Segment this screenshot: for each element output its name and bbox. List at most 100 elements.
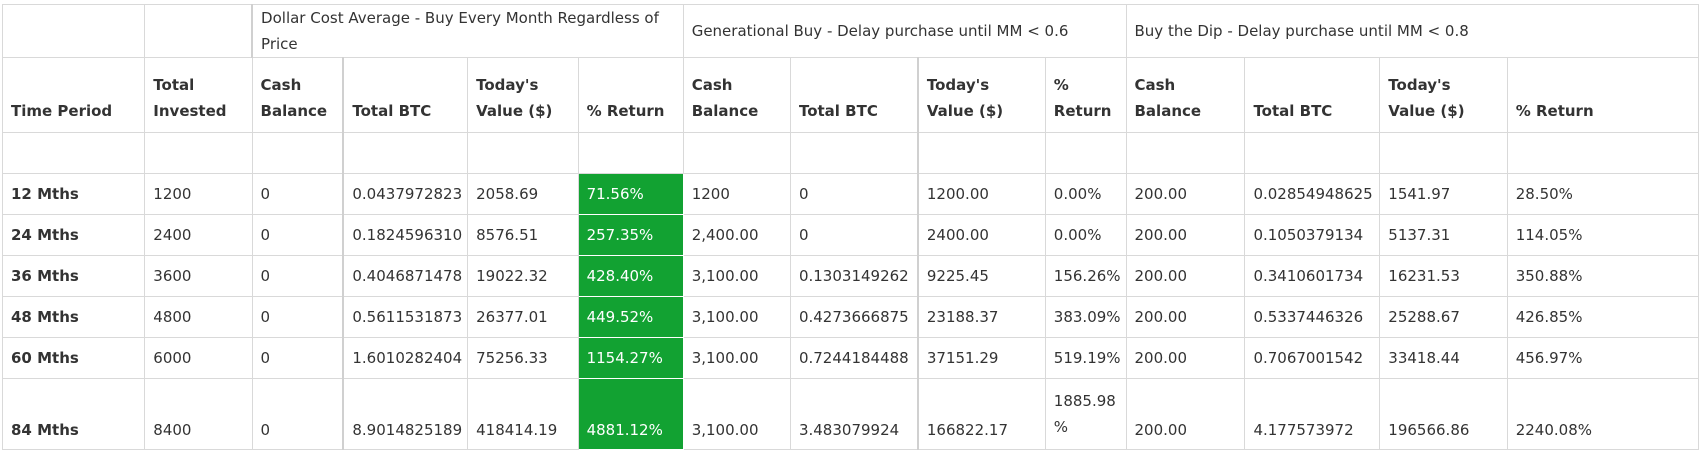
gen-todays-value-cell: 166822.17 bbox=[916, 378, 1046, 450]
total-invested-cell: 2400 bbox=[144, 214, 253, 256]
dca-total-btc-cell: 0.4046871478 bbox=[342, 255, 469, 297]
time-period-cell: 60 Mths bbox=[1, 337, 146, 379]
time-period-cell: 12 Mths bbox=[1, 173, 146, 215]
col-header-dca-total-btc: Total BTC bbox=[342, 57, 469, 133]
group-header-empty-1 bbox=[1, 4, 146, 58]
dip-todays-value-cell: 16231.53 bbox=[1379, 255, 1508, 297]
dip-total-btc-cell: 0.5337446326 bbox=[1244, 296, 1381, 338]
dca-todays-value-cell: 26377.01 bbox=[467, 296, 579, 338]
time-period-cell: 84 Mths bbox=[1, 378, 146, 450]
dca-return-cell: 71.56% bbox=[577, 173, 684, 215]
group-header-row: Dollar Cost Average - Buy Every Month Re… bbox=[1, 4, 1699, 58]
dca-total-btc-cell: 0.5611531873 bbox=[342, 296, 469, 338]
gen-cash-balance-cell: 3,100.00 bbox=[682, 337, 791, 379]
col-header-dip-return: % Return bbox=[1506, 57, 1700, 133]
gen-total-btc-cell: 0.1303149262 bbox=[789, 255, 919, 297]
dip-return-cell: 426.85% bbox=[1506, 296, 1700, 338]
total-invested-cell: 8400 bbox=[144, 378, 253, 450]
gen-todays-value-cell: 9225.45 bbox=[916, 255, 1046, 297]
gen-cash-balance-cell: 2,400.00 bbox=[682, 214, 791, 256]
gen-return-cell: 0.00% bbox=[1044, 214, 1127, 256]
gen-todays-value-cell: 23188.37 bbox=[916, 296, 1046, 338]
dip-cash-balance-cell: 200.00 bbox=[1125, 255, 1246, 297]
col-header-gen-return: % Return bbox=[1044, 57, 1127, 133]
col-header-dca-cash-balance: Cash Balance bbox=[251, 57, 344, 133]
group-header-dca: Dollar Cost Average - Buy Every Month Re… bbox=[251, 4, 684, 58]
dip-todays-value-cell: 33418.44 bbox=[1379, 337, 1508, 379]
dip-total-btc-cell: 0.3410601734 bbox=[1244, 255, 1381, 297]
dca-return-cell: 1154.27% bbox=[577, 337, 684, 379]
dip-todays-value-cell: 25288.67 bbox=[1379, 296, 1508, 338]
col-header-dca-return: % Return bbox=[577, 57, 684, 133]
dca-todays-value-cell: 418414.19 bbox=[467, 378, 579, 450]
dca-cash-balance-cell: 0 bbox=[251, 337, 344, 379]
dca-cash-balance-cell: 0 bbox=[251, 214, 344, 256]
table-row: 12 Mths 1200 0 0.0437972823 2058.69 71.5… bbox=[1, 173, 1700, 215]
gen-return-cell: 0.00% bbox=[1044, 173, 1127, 215]
col-header-gen-total-btc: Total BTC bbox=[789, 57, 919, 133]
gen-cash-balance-cell: 3,100.00 bbox=[682, 255, 791, 297]
dca-todays-value-cell: 8576.51 bbox=[467, 214, 579, 256]
table-row: 24 Mths 2400 0 0.1824596310 8576.51 257.… bbox=[1, 214, 1700, 256]
col-header-dip-cash-balance: Cash Balance bbox=[1125, 57, 1246, 133]
gen-return-cell: 519.19% bbox=[1044, 337, 1127, 379]
dip-cash-balance-cell: 200.00 bbox=[1125, 378, 1246, 450]
dca-todays-value-cell: 75256.33 bbox=[467, 337, 579, 379]
dip-cash-balance-cell: 200.00 bbox=[1125, 214, 1246, 256]
dip-total-btc-cell: 4.177573972 bbox=[1244, 378, 1381, 450]
time-period-cell: 36 Mths bbox=[1, 255, 146, 297]
dca-return-cell: 449.52% bbox=[577, 296, 684, 338]
col-header-gen-cash-balance: Cash Balance bbox=[682, 57, 791, 133]
gen-total-btc-cell: 3.483079924 bbox=[789, 378, 919, 450]
gen-todays-value-cell: 37151.29 bbox=[916, 337, 1046, 379]
total-invested-cell: 6000 bbox=[144, 337, 253, 379]
time-period-cell: 48 Mths bbox=[1, 296, 146, 338]
dip-return-cell: 350.88% bbox=[1506, 255, 1700, 297]
gen-return-cell: 383.09% bbox=[1044, 296, 1127, 338]
table-row: 48 Mths 4800 0 0.5611531873 26377.01 449… bbox=[1, 296, 1700, 338]
dip-total-btc-cell: 0.02854948625 bbox=[1244, 173, 1381, 215]
group-header-buy-the-dip: Buy the Dip - Delay purchase until MM < … bbox=[1125, 4, 1699, 58]
dca-cash-balance-cell: 0 bbox=[251, 296, 344, 338]
dip-return-cell: 114.05% bbox=[1506, 214, 1700, 256]
dip-cash-balance-cell: 200.00 bbox=[1125, 173, 1246, 215]
col-header-time-period: Time Period bbox=[1, 57, 146, 133]
dip-cash-balance-cell: 200.00 bbox=[1125, 296, 1246, 338]
group-header-generational-buy: Generational Buy - Delay purchase until … bbox=[682, 4, 1127, 58]
dip-return-cell: 28.50% bbox=[1506, 173, 1700, 215]
dip-total-btc-cell: 0.1050379134 bbox=[1244, 214, 1381, 256]
dip-todays-value-cell: 1541.97 bbox=[1379, 173, 1508, 215]
column-header-row: Time Period Total Invested Cash Balance … bbox=[1, 57, 1700, 133]
time-period-cell: 24 Mths bbox=[1, 214, 146, 256]
dca-cash-balance-cell: 0 bbox=[251, 378, 344, 450]
dip-return-cell: 456.97% bbox=[1506, 337, 1700, 379]
dip-total-btc-cell: 0.7067001542 bbox=[1244, 337, 1381, 379]
table-row: 60 Mths 6000 0 1.6010282404 75256.33 115… bbox=[1, 337, 1700, 379]
col-header-dca-todays-value: Today's Value ($) bbox=[467, 57, 579, 133]
dip-todays-value-cell: 196566.86 bbox=[1379, 378, 1508, 450]
dca-cash-balance-cell: 0 bbox=[251, 173, 344, 215]
dca-cash-balance-cell: 0 bbox=[251, 255, 344, 297]
group-header-empty-2 bbox=[144, 4, 253, 58]
table-row: 36 Mths 3600 0 0.4046871478 19022.32 428… bbox=[1, 255, 1700, 297]
dca-todays-value-cell: 19022.32 bbox=[467, 255, 579, 297]
col-header-dip-todays-value: Today's Value ($) bbox=[1379, 57, 1508, 133]
gen-return-cell: 156.26% bbox=[1044, 255, 1127, 297]
dca-return-cell: 4881.12% bbox=[577, 378, 684, 450]
btc-strategy-returns-table: Dollar Cost Average - Buy Every Month Re… bbox=[1, 4, 1700, 450]
col-header-total-invested: Total Invested bbox=[144, 57, 253, 133]
col-header-gen-todays-value: Today's Value ($) bbox=[916, 57, 1046, 133]
dip-cash-balance-cell: 200.00 bbox=[1125, 337, 1246, 379]
gen-total-btc-cell: 0.4273666875 bbox=[789, 296, 919, 338]
gen-cash-balance-cell: 1200 bbox=[682, 173, 791, 215]
table-row: 84 Mths 8400 0 8.9014825189 418414.19 48… bbox=[1, 378, 1700, 450]
dca-return-cell: 257.35% bbox=[577, 214, 684, 256]
gen-total-btc-cell: 0 bbox=[789, 214, 919, 256]
dip-return-cell: 2240.08% bbox=[1506, 378, 1700, 450]
dca-todays-value-cell: 2058.69 bbox=[467, 173, 579, 215]
gen-todays-value-cell: 2400.00 bbox=[916, 214, 1046, 256]
gen-cash-balance-cell: 3,100.00 bbox=[682, 296, 791, 338]
spacer-row bbox=[1, 132, 1700, 174]
total-invested-cell: 1200 bbox=[144, 173, 253, 215]
dca-total-btc-cell: 8.9014825189 bbox=[342, 378, 469, 450]
